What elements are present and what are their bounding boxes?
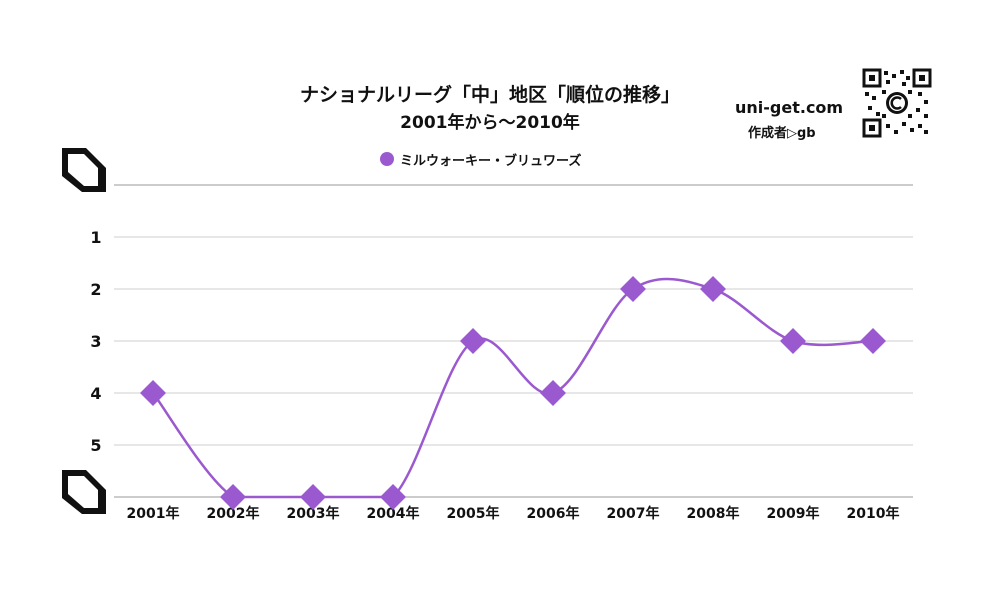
x-tick-label: 2009年 xyxy=(767,505,820,522)
x-tick-label: 2008年 xyxy=(687,505,740,522)
chart-title: ナショナルリーグ「中」地区「順位の推移」 xyxy=(299,84,680,106)
data-point-marker xyxy=(620,276,646,302)
x-tick-label: 2010年 xyxy=(847,505,900,522)
legend-swatch xyxy=(380,152,394,166)
credit-author: 作成者▷gb xyxy=(748,126,816,141)
qr-code-icon xyxy=(862,68,932,138)
data-point-marker xyxy=(780,328,806,354)
y-tick-label: 4 xyxy=(90,384,101,403)
data-point-marker xyxy=(860,328,886,354)
x-tick-label: 2007年 xyxy=(607,505,660,522)
y-tick-label: 5 xyxy=(90,436,101,455)
legend: ミルウォーキー・ブリュワーズ xyxy=(380,149,581,169)
x-tick-label: 2003年 xyxy=(287,505,340,522)
credit-site: uni-get.com xyxy=(735,98,844,117)
y-tick-label: 1 xyxy=(90,228,101,247)
bracket-corner-icon xyxy=(62,148,106,514)
data-point-marker xyxy=(380,484,406,510)
x-tick-label: 2004年 xyxy=(367,505,420,522)
data-point-marker xyxy=(540,380,566,406)
series-line xyxy=(152,277,874,499)
data-point-marker xyxy=(460,328,486,354)
x-tick-label: 2002年 xyxy=(207,505,260,522)
chart-subtitle: 2001年から〜2010年 xyxy=(400,113,580,133)
data-point-marker xyxy=(220,484,246,510)
x-tick-label: 2001年 xyxy=(127,505,180,522)
data-point-marker xyxy=(140,380,166,406)
x-tick-label: 2006年 xyxy=(527,505,580,522)
data-point-marker xyxy=(700,276,726,302)
x-tick-label: 2005年 xyxy=(447,505,500,522)
y-tick-label: 3 xyxy=(90,332,101,351)
y-tick-label: 2 xyxy=(90,280,101,299)
legend-label: ミルウォーキー・ブリュワーズ xyxy=(400,153,582,169)
data-point-marker xyxy=(300,484,326,510)
